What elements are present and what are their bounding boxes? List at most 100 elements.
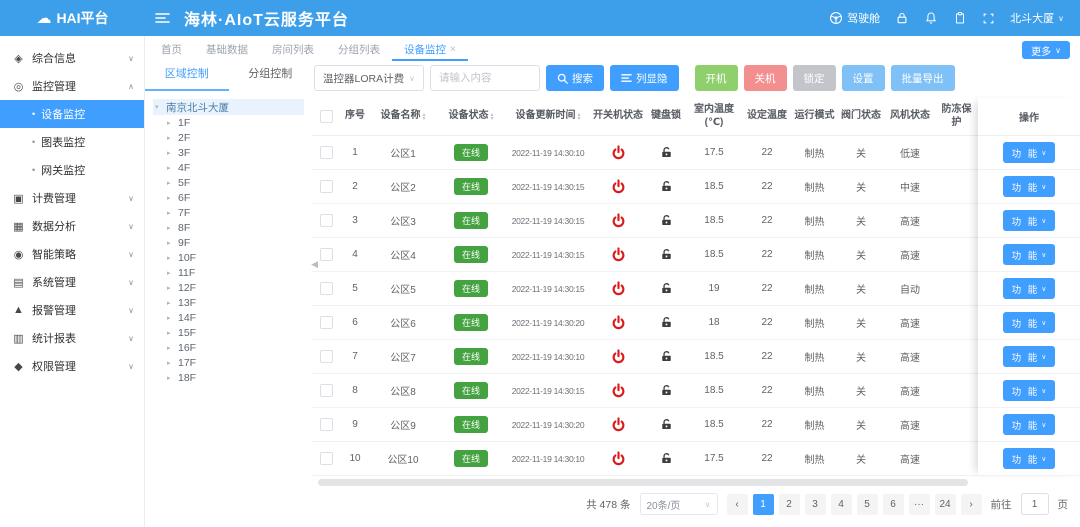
- batch-button-关机[interactable]: 关机: [743, 65, 787, 91]
- app-logo[interactable]: ☁ HAI平台: [0, 8, 145, 28]
- function-button[interactable]: 功 能 ∨: [1002, 380, 1056, 401]
- page-button-2[interactable]: 2: [778, 493, 800, 515]
- search-button[interactable]: 搜索: [546, 65, 604, 91]
- goto-page-input[interactable]: [1020, 493, 1049, 515]
- page-button-6[interactable]: 6: [882, 493, 904, 515]
- function-button[interactable]: 功 能 ∨: [1002, 312, 1056, 333]
- tree-node-5F[interactable]: ▸ 5F: [153, 175, 312, 190]
- function-button[interactable]: 功 能 ∨: [1002, 414, 1056, 435]
- lock-icon[interactable]: [895, 11, 909, 25]
- tab-首页[interactable]: 首页: [161, 44, 182, 56]
- tree-node-17F[interactable]: ▸ 17F: [153, 355, 312, 370]
- sort-icon[interactable]: ▴ ▾: [577, 111, 581, 122]
- device-type-select[interactable]: 温控器LORA计费 ∨: [314, 65, 424, 91]
- search-input[interactable]: [430, 65, 540, 91]
- tree-node-10F[interactable]: ▸ 10F: [153, 250, 312, 265]
- tree-node-4F[interactable]: ▸ 4F: [153, 160, 312, 175]
- row-checkbox[interactable]: [319, 350, 333, 363]
- close-icon[interactable]: ×: [450, 44, 456, 55]
- batch-button-批量导出[interactable]: 批量导出: [890, 65, 955, 91]
- row-checkbox[interactable]: [319, 180, 333, 193]
- row-checkbox[interactable]: [319, 384, 333, 397]
- page-ellipsis[interactable]: ···: [908, 493, 930, 515]
- sidebar-subitem-网关监控[interactable]: • 网关监控: [0, 156, 144, 184]
- tab-分组列表[interactable]: 分组列表: [338, 44, 380, 56]
- sidebar-item-system[interactable]: ▤ 系统管理 ∨: [0, 268, 144, 296]
- tab-基础数据[interactable]: 基础数据: [206, 44, 248, 56]
- sidebar-item-strategy[interactable]: ◉ 智能策略 ∨: [0, 240, 144, 268]
- row-checkbox[interactable]: [319, 282, 333, 295]
- column-header-name[interactable]: 设备名称 ▴ ▾: [370, 98, 436, 135]
- panel-collapse-handle[interactable]: ◀: [311, 259, 318, 269]
- tree-node-1F[interactable]: ▸ 1F: [153, 115, 312, 130]
- prev-page-button[interactable]: ‹: [726, 493, 748, 515]
- bell-icon[interactable]: [924, 11, 938, 25]
- sidebar-subitem-设备监控[interactable]: • 设备监控: [0, 100, 144, 128]
- function-button[interactable]: 功 能 ∨: [1002, 176, 1056, 197]
- function-button[interactable]: 功 能 ∨: [1002, 448, 1056, 469]
- function-button[interactable]: 功 能 ∨: [1002, 142, 1056, 163]
- tree-node-2F[interactable]: ▸ 2F: [153, 130, 312, 145]
- row-checkbox[interactable]: [319, 316, 333, 329]
- next-page-button[interactable]: ›: [960, 493, 982, 515]
- tree-node-7F[interactable]: ▸ 7F: [153, 205, 312, 220]
- page-button-3[interactable]: 3: [804, 493, 826, 515]
- sort-icon[interactable]: ▴ ▾: [422, 111, 426, 122]
- column-header-status[interactable]: 设备状态 ▴ ▾: [436, 98, 506, 135]
- tree-node-9F[interactable]: ▸ 9F: [153, 235, 312, 250]
- column-visibility-button[interactable]: 列显隐: [610, 65, 679, 91]
- function-button[interactable]: 功 能 ∨: [1002, 278, 1056, 299]
- row-checkbox[interactable]: [319, 418, 333, 431]
- horizontal-scrollbar-thumb[interactable]: [318, 479, 968, 486]
- function-button[interactable]: 功 能 ∨: [1002, 244, 1056, 265]
- sidebar-item-report[interactable]: ▥ 统计报表 ∨: [0, 324, 144, 352]
- row-checkbox[interactable]: [319, 146, 333, 159]
- tree-node-3F[interactable]: ▸ 3F: [153, 145, 312, 160]
- tree-root-node[interactable]: ▾ 南京北斗大厦: [153, 99, 304, 115]
- sort-icon[interactable]: ▴ ▾: [490, 111, 494, 122]
- function-button[interactable]: 功 能 ∨: [1002, 346, 1056, 367]
- sidebar-item-label: 系统管理: [32, 277, 76, 289]
- tree-node-14F[interactable]: ▸ 14F: [153, 310, 312, 325]
- row-checkbox[interactable]: [319, 248, 333, 261]
- batch-button-设置[interactable]: 设置: [841, 65, 885, 91]
- page-button-4[interactable]: 4: [830, 493, 852, 515]
- sidebar-item-alarm[interactable]: ▲ 报警管理 ∨: [0, 296, 144, 324]
- row-checkbox[interactable]: [319, 452, 333, 465]
- page-size-select[interactable]: 20条/页 ∨: [639, 493, 718, 515]
- page-button-5[interactable]: 5: [856, 493, 878, 515]
- page-button-24[interactable]: 24: [934, 493, 956, 515]
- tree-node-16F[interactable]: ▸ 16F: [153, 340, 312, 355]
- building-selector[interactable]: 北斗大厦 ∨: [1010, 10, 1064, 26]
- sidebar-item-overview[interactable]: ◈ 综合信息 ∨: [0, 44, 144, 72]
- batch-button-锁定[interactable]: 锁定: [792, 65, 836, 91]
- select-all-checkbox[interactable]: [319, 110, 333, 123]
- tree-node-18F[interactable]: ▸ 18F: [153, 370, 312, 385]
- row-checkbox[interactable]: [319, 214, 333, 227]
- tree-node-6F[interactable]: ▸ 6F: [153, 190, 312, 205]
- function-button[interactable]: 功 能 ∨: [1002, 210, 1056, 231]
- panel-tab-分组控制[interactable]: 分组控制: [248, 68, 293, 80]
- tree-node-13F[interactable]: ▸ 13F: [153, 295, 312, 310]
- tree-node-8F[interactable]: ▸ 8F: [153, 220, 312, 235]
- cockpit-button[interactable]: 驾驶舱: [829, 10, 880, 26]
- more-button[interactable]: 更多 ∨: [1022, 41, 1070, 59]
- tab-设备监控[interactable]: 设备监控 ×: [392, 42, 468, 61]
- clipboard-icon[interactable]: [953, 11, 967, 25]
- column-header-updated[interactable]: 设备更新时间 ▴ ▾: [506, 98, 590, 135]
- sidebar-item-monitor[interactable]: ◎ 监控管理 ∧: [0, 72, 144, 100]
- sidebar-subitem-图表监控[interactable]: • 图表监控: [0, 128, 144, 156]
- sidebar-item-analytics[interactable]: ▦ 数据分析 ∨: [0, 212, 144, 240]
- page-button-1[interactable]: 1: [752, 493, 774, 515]
- sidebar-item-permission[interactable]: ◆ 权限管理 ∨: [0, 352, 144, 380]
- fullscreen-icon[interactable]: [982, 12, 995, 25]
- tree-node-15F[interactable]: ▸ 15F: [153, 325, 312, 340]
- batch-button-开机[interactable]: 开机: [694, 65, 738, 91]
- panel-tab-区域控制[interactable]: 区域控制: [145, 61, 229, 91]
- tree-node-12F[interactable]: ▸ 12F: [153, 280, 312, 295]
- tab-房间列表[interactable]: 房间列表: [272, 44, 314, 56]
- cell-updated-time: 2022-11-19 14:30:15: [511, 385, 585, 396]
- tree-node-11F[interactable]: ▸ 11F: [153, 265, 312, 280]
- menu-collapse-icon[interactable]: [155, 12, 170, 24]
- sidebar-item-billing[interactable]: ▣ 计费管理 ∨: [0, 184, 144, 212]
